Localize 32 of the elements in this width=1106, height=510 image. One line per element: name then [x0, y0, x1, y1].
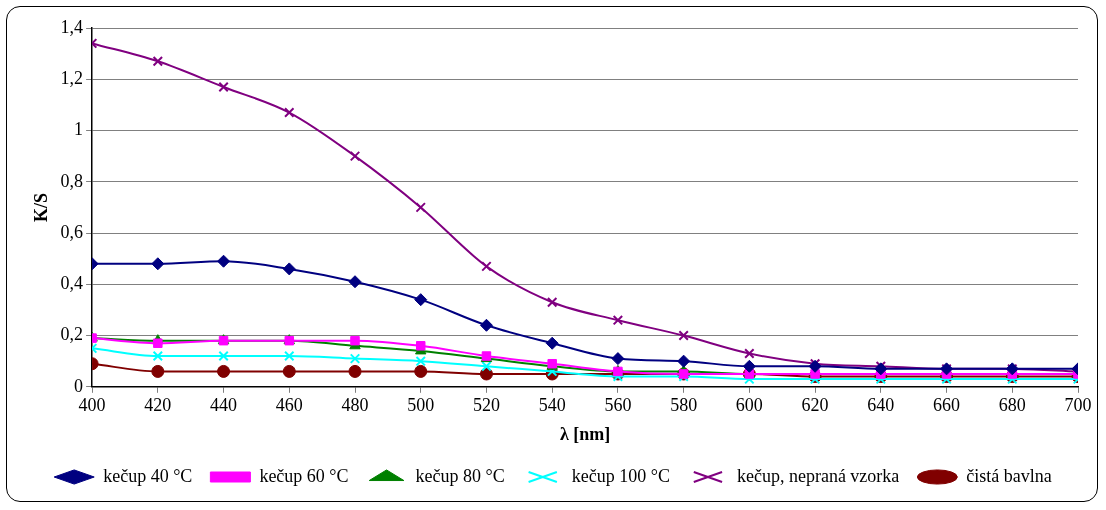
x-tick-label: 660: [933, 395, 961, 416]
legend-label: kečup 40 °C: [103, 465, 193, 486]
x-tick-label: 400: [78, 395, 106, 416]
x-tick-label: 540: [538, 395, 566, 416]
legend-label: kečup 60 °C: [259, 465, 349, 486]
y-axis-title: K/S: [31, 192, 52, 222]
x-tick-label: 600: [735, 395, 763, 416]
legend-label: kečup 100 °C: [571, 465, 670, 486]
y-tick-label: 0,4: [60, 273, 84, 294]
y-tick-label: 0,8: [60, 170, 84, 191]
legend-label: kečup 80 °C: [415, 465, 505, 486]
x-tick-label: 580: [670, 395, 698, 416]
y-tick-label: 1: [74, 119, 84, 140]
x-tick-label: 620: [801, 395, 829, 416]
x-tick-label: 420: [144, 395, 172, 416]
y-tick-label: 0,6: [60, 221, 84, 242]
legend-label: čistá bavlna: [966, 465, 1052, 486]
y-tick-label: 0: [74, 375, 84, 396]
y-tick-label: 1,2: [60, 67, 84, 88]
x-tick-label: 480: [341, 395, 369, 416]
x-axis-title: λ [nm]: [559, 423, 611, 444]
x-tick-label: 560: [604, 395, 632, 416]
x-tick-label: 500: [407, 395, 435, 416]
x-tick-label: 680: [998, 395, 1026, 416]
x-tick-label: 700: [1064, 395, 1092, 416]
y-tick-label: 0,2: [60, 324, 84, 345]
x-tick-label: 520: [472, 395, 500, 416]
x-tick-label: 440: [210, 395, 238, 416]
legend-label: kečup, nepraná vzorka: [736, 465, 900, 486]
x-tick-label: 640: [867, 395, 895, 416]
y-tick-label: 1,4: [60, 16, 84, 37]
x-tick-label: 460: [275, 395, 303, 416]
